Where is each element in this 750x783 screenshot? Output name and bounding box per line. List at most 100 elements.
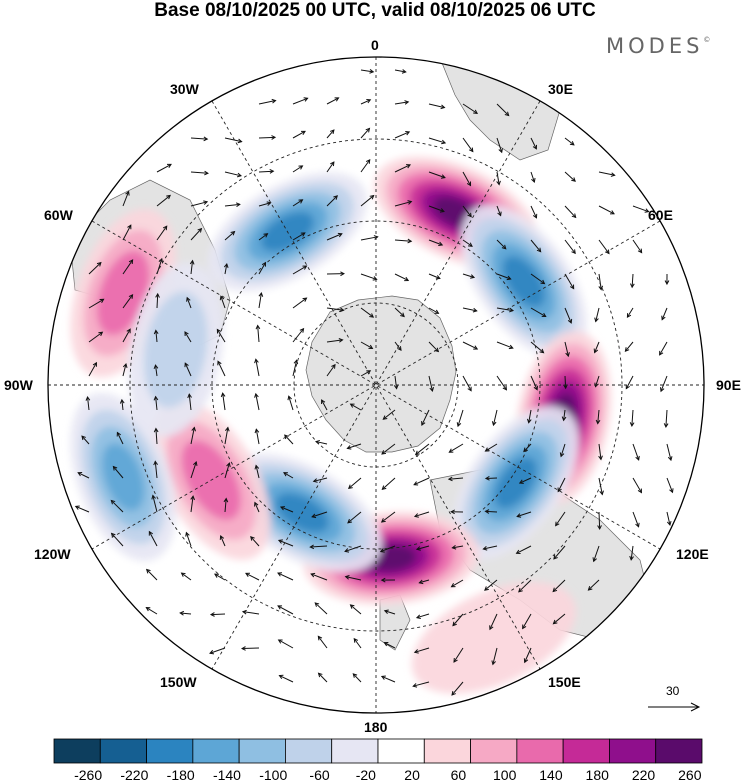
- wind-arrow-142: [153, 395, 159, 411]
- wind-arrow-63: [496, 239, 507, 250]
- wind-arrow-269: [412, 681, 430, 688]
- wind-arrow-144: [220, 392, 226, 411]
- lon-label-60e: 60E: [648, 207, 673, 223]
- wind-arrow-99: [530, 307, 547, 318]
- wind-arrow-138: [625, 375, 634, 390]
- wind-arrow-170: [484, 443, 498, 452]
- wind-arrow-115: [462, 341, 479, 350]
- wind-arrow-190: [557, 477, 566, 493]
- wind-arrow-158: [81, 435, 90, 445]
- wind-arrow-266: [317, 672, 328, 683]
- wind-arrow-140: [85, 395, 91, 411]
- wind-arrow-21: [564, 137, 575, 146]
- wind-arrow-106: [153, 329, 159, 343]
- wind-arrow-228: [145, 568, 158, 581]
- wind-arrow-125: [184, 362, 192, 377]
- wind-arrow-229: [180, 572, 192, 581]
- wind-arrow-96: [428, 307, 440, 314]
- lon-label-90w: 90W: [4, 377, 33, 393]
- lon-label-90e: 90E: [716, 377, 741, 393]
- wind-arrow-72: [223, 262, 229, 275]
- wind-arrow-176: [77, 472, 90, 479]
- wind-arrow-252: [489, 613, 498, 631]
- wind-arrow-175: [666, 443, 673, 462]
- wind-arrow-234: [344, 575, 362, 581]
- wind-arrow-199: [254, 501, 260, 513]
- wind-arrow-76: [360, 273, 378, 281]
- wind-arrow-81: [530, 273, 546, 285]
- wind-arrow-111: [326, 338, 344, 343]
- wind-arrow-121: [659, 341, 668, 356]
- wind-arrow-13: [292, 130, 306, 139]
- wind-arrow-189: [518, 477, 532, 484]
- wind-arrow-103: [661, 307, 668, 321]
- lon-label-0: 0: [371, 37, 379, 53]
- wind-arrow-200: [279, 506, 294, 513]
- wind-arrow-57: [292, 232, 306, 241]
- colorbar-swatch-10: [516, 738, 564, 764]
- wind-arrow-105: [122, 328, 131, 343]
- wind-arrow-19: [496, 137, 503, 154]
- wind-arrow-154: [561, 409, 567, 422]
- wind-arrow-26: [292, 165, 304, 173]
- reference-vector-label: 30: [666, 684, 680, 698]
- colorbar-tick-label: 20: [404, 767, 420, 783]
- wind-vectors: [74, 69, 674, 696]
- wind-arrow-201: [311, 511, 328, 519]
- wind-arrow-251: [452, 613, 464, 627]
- wind-arrow-77: [394, 273, 410, 282]
- wind-arrow-61: [428, 239, 444, 247]
- wind-arrow-196: [151, 494, 158, 513]
- wind-arrow-253: [522, 613, 532, 630]
- wind-arrow-11: [224, 137, 243, 144]
- wind-arrow-152: [491, 409, 498, 427]
- lon-label-180: 180: [364, 719, 388, 735]
- wind-arrow-210: [632, 511, 640, 528]
- wind-arrow-267: [352, 673, 362, 683]
- wind-arrow-233: [310, 572, 328, 581]
- wind-arrow-203: [380, 511, 396, 523]
- wind-arrow-31: [462, 171, 472, 187]
- wind-arrow-181: [254, 464, 260, 479]
- wind-arrow-221: [415, 545, 430, 551]
- anomaly-contour-11-0: [411, 581, 576, 694]
- wind-arrow-45: [428, 205, 445, 213]
- wind-arrow-197: [190, 495, 195, 513]
- wind-arrow-242: [145, 607, 158, 615]
- colorbar-swatch-12: [609, 738, 657, 764]
- wind-arrow-177: [112, 465, 124, 479]
- wind-arrow-55: [224, 230, 236, 241]
- wind-arrow-71: [189, 259, 195, 275]
- wind-arrow-146: [287, 395, 294, 411]
- wind-arrow-15: [360, 127, 371, 139]
- wind-arrow-118: [564, 341, 570, 358]
- wind-arrow-29: [394, 164, 411, 173]
- wind-arrow-40: [258, 201, 272, 207]
- wind-arrow-6: [394, 100, 410, 105]
- wind-arrow-230: [214, 573, 226, 581]
- wind-arrow-109: [255, 324, 261, 343]
- wind-arrow-17: [428, 137, 447, 145]
- wind-arrow-10: [190, 136, 209, 142]
- wind-arrow-119: [593, 341, 600, 354]
- wind-arrow-212: [110, 532, 124, 547]
- map-boundary: [47, 56, 705, 714]
- wind-arrow-232: [277, 572, 294, 581]
- colorbar-tick-label: 60: [450, 767, 467, 783]
- wind-arrow-150: [421, 409, 430, 426]
- wind-arrow-122: [88, 361, 97, 377]
- wind-arrow-167: [381, 443, 396, 455]
- wind-arrow-132: [428, 375, 435, 393]
- wind-arrow-94: [360, 307, 375, 318]
- wind-arrow-23: [190, 170, 209, 176]
- wind-arrow-100: [564, 307, 573, 324]
- lon-label-30e: 30E: [548, 81, 573, 97]
- colorbar: [53, 738, 703, 764]
- wind-arrow-135: [530, 375, 538, 391]
- wind-arrow-92: [292, 297, 308, 309]
- logo-mark: ©: [703, 36, 711, 44]
- wind-arrow-101: [594, 307, 600, 323]
- wind-arrow-208: [555, 511, 566, 527]
- wind-arrow-112: [360, 341, 374, 349]
- wind-arrow-64: [530, 239, 542, 253]
